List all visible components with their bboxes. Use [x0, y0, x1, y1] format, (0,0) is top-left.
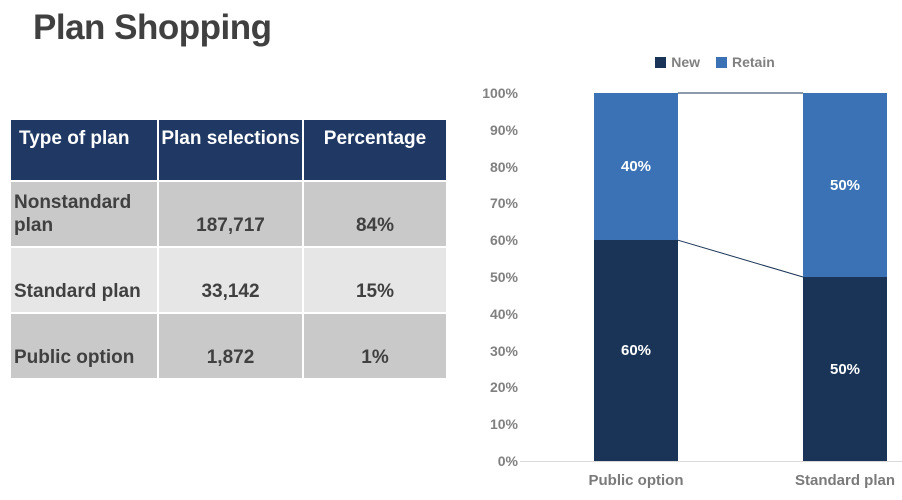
- slide-title: Plan Shopping: [33, 8, 272, 47]
- chart-legend: New Retain: [528, 54, 902, 70]
- table-header-row: Type of plan Plan selections Percentage: [9, 118, 448, 182]
- y-tick-label: 80%: [489, 158, 518, 175]
- y-tick-label: 60%: [489, 232, 518, 249]
- data-label: 50%: [829, 360, 861, 378]
- y-tick-label: 20%: [489, 379, 518, 396]
- legend-swatch-icon: [716, 56, 727, 68]
- bar-segment-retain-1: 50%: [803, 93, 887, 277]
- y-tick-label: 40%: [489, 305, 518, 322]
- table-row: Public option 1,872 1%: [9, 312, 448, 380]
- legend-label: Retain: [732, 54, 775, 70]
- legend-item-retain: Retain: [716, 54, 775, 70]
- cell-plan-type: Nonstandard plan: [9, 180, 159, 248]
- cell-plan-type: Standard plan: [9, 246, 159, 314]
- y-tick-label: 30%: [489, 342, 518, 359]
- x-axis-line: [520, 461, 902, 462]
- bar-segment-new-0: 60%: [594, 240, 678, 461]
- y-tick-label: 70%: [489, 195, 518, 212]
- x-axis-label: Public option: [588, 472, 684, 489]
- series-connector-lines: [677, 92, 804, 278]
- cell-selections: 1,872: [157, 312, 304, 380]
- cell-plan-type: Public option: [9, 312, 159, 380]
- col-header-type-of-plan: Type of plan: [9, 118, 159, 182]
- y-tick-label: 0%: [497, 453, 518, 469]
- y-tick-label: 90%: [489, 121, 518, 138]
- data-label: 60%: [620, 342, 652, 360]
- data-label: 50%: [829, 176, 861, 194]
- bar-segment-retain-0: 40%: [594, 93, 678, 241]
- legend-item-new: New: [655, 54, 700, 70]
- stacked-bar-chart: New Retain 100% 90% 80% 70% 60% 50% 40% 30% 20% 10…: [470, 40, 902, 500]
- y-axis-tick-labels: 100% 90% 80% 70% 60% 50% 40% 30% 20% 10% 0%: [470, 85, 518, 469]
- legend-swatch-icon: [655, 56, 667, 68]
- cell-percentage: 1%: [302, 312, 448, 380]
- y-tick-label: 50%: [489, 269, 518, 285]
- col-header-plan-selections: Plan selections: [157, 118, 304, 182]
- x-axis-label: Standard plan: [794, 472, 896, 489]
- chart-plot-area: 60% 40% 50% 50%: [520, 92, 902, 462]
- x-axis-category-labels: Public option Standard plan: [528, 472, 902, 494]
- table-row: Nonstandard plan 187,717 84%: [9, 180, 448, 248]
- table-row: Standard plan 33,142 15%: [9, 246, 448, 314]
- cell-percentage: 15%: [302, 246, 448, 314]
- y-tick-label: 10%: [489, 416, 518, 433]
- cell-percentage: 84%: [302, 180, 448, 248]
- legend-label: New: [671, 54, 700, 70]
- plan-table: Type of plan Plan selections Percentage …: [9, 118, 448, 380]
- bar-segment-new-1: 50%: [803, 277, 887, 461]
- cell-selections: 33,142: [157, 246, 304, 314]
- col-header-percentage: Percentage: [302, 118, 448, 182]
- data-label: 40%: [620, 158, 652, 176]
- y-tick-label: 100%: [482, 85, 518, 101]
- cell-selections: 187,717: [157, 180, 304, 248]
